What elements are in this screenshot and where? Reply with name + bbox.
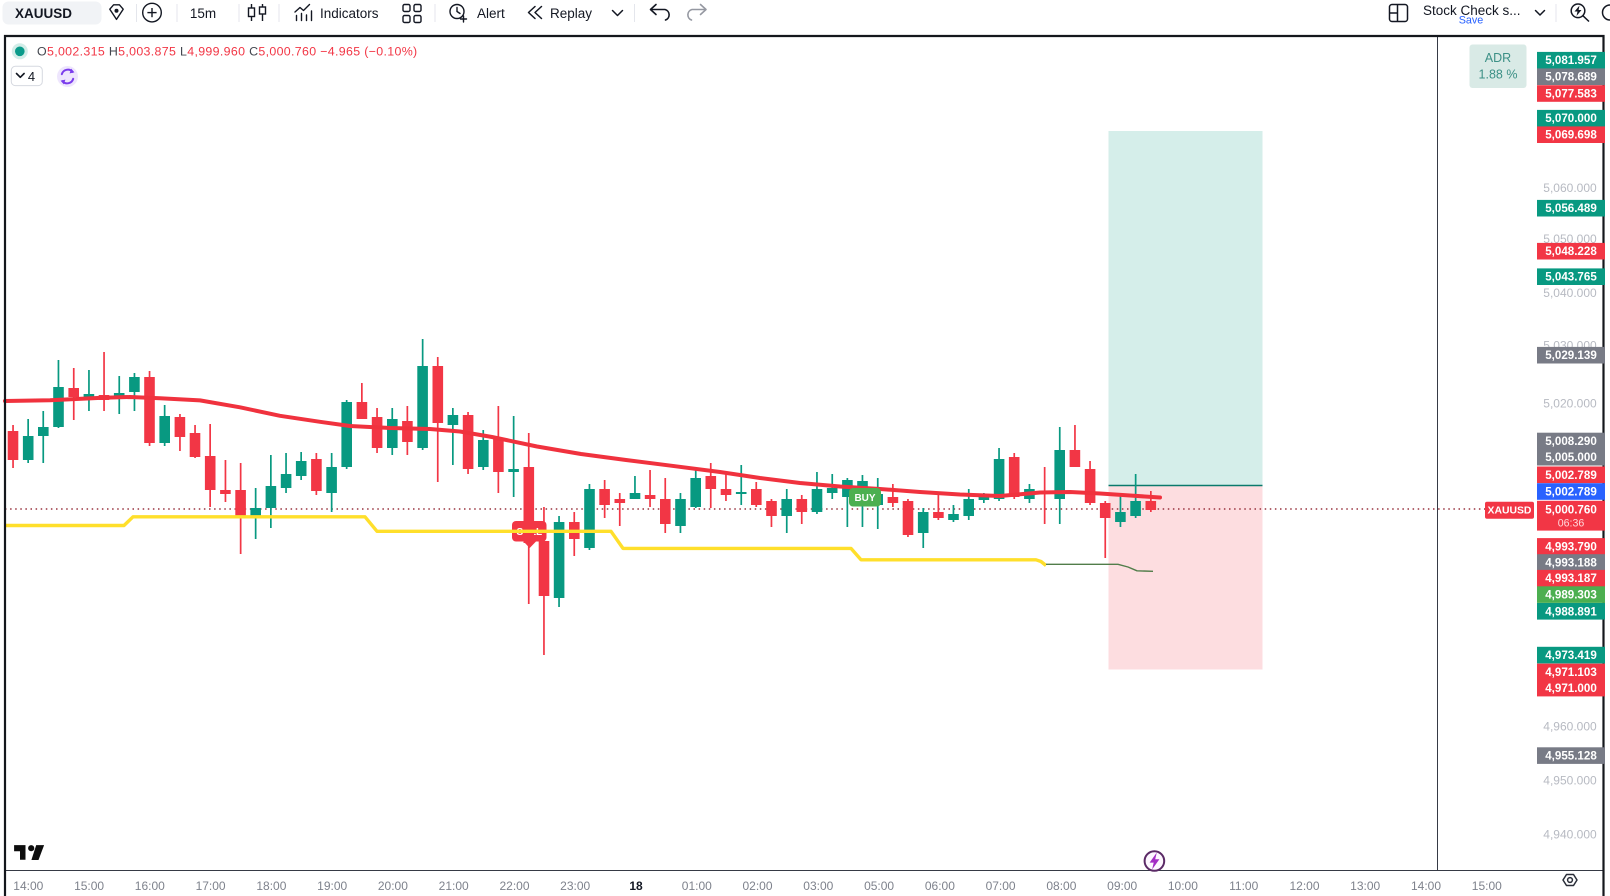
svg-text:5,029.139: 5,029.139 <box>1545 349 1597 362</box>
svg-text:01:00: 01:00 <box>682 879 712 893</box>
svg-text:23:00: 23:00 <box>560 879 590 893</box>
svg-text:Indicators: Indicators <box>320 6 379 21</box>
svg-text:5,081.957: 5,081.957 <box>1545 54 1597 67</box>
svg-text:5,000.760: 5,000.760 <box>1545 504 1597 517</box>
svg-text:4,971.103: 4,971.103 <box>1545 666 1597 679</box>
svg-text:17:00: 17:00 <box>196 879 226 893</box>
svg-text:Stock Check s...: Stock Check s... <box>1423 3 1521 18</box>
svg-text:XAUUSD: XAUUSD <box>15 6 72 21</box>
svg-text:02:00: 02:00 <box>742 879 772 893</box>
svg-text:16:00: 16:00 <box>135 879 165 893</box>
svg-text:4,955.128: 4,955.128 <box>1545 750 1597 763</box>
svg-text:03:00: 03:00 <box>803 879 833 893</box>
svg-text:5,060.000: 5,060.000 <box>1543 181 1597 195</box>
svg-text:4,993.188: 4,993.188 <box>1545 557 1597 570</box>
svg-text:5,077.583: 5,077.583 <box>1545 88 1597 101</box>
svg-text:4,971.000: 4,971.000 <box>1545 682 1597 695</box>
svg-text:5,050.000: 5,050.000 <box>1543 232 1597 246</box>
svg-text:4,988.891: 4,988.891 <box>1545 605 1597 618</box>
svg-text:11:00: 11:00 <box>1229 879 1258 893</box>
svg-text:15:00: 15:00 <box>74 879 104 893</box>
svg-text:08:00: 08:00 <box>1046 879 1076 893</box>
svg-text:22:00: 22:00 <box>499 879 529 893</box>
svg-text:O5,002.315 H5,003.875 L4,999.9: O5,002.315 H5,003.875 L4,999.960 C5,000.… <box>37 45 418 59</box>
svg-text:14:00: 14:00 <box>13 879 43 893</box>
svg-text:10:00: 10:00 <box>1168 879 1198 893</box>
svg-text:5,005.000: 5,005.000 <box>1545 451 1597 464</box>
svg-text:4,950.000: 4,950.000 <box>1543 774 1597 788</box>
svg-text:XAUUSD: XAUUSD <box>1488 505 1532 516</box>
svg-text:5,043.765: 5,043.765 <box>1545 271 1597 284</box>
svg-text:5,078.689: 5,078.689 <box>1545 71 1597 84</box>
svg-text:4,989.303: 4,989.303 <box>1545 589 1597 602</box>
svg-text:5,069.698: 5,069.698 <box>1545 129 1597 142</box>
svg-text:Save: Save <box>1459 14 1484 26</box>
svg-text:Alert: Alert <box>477 6 505 21</box>
svg-text:5,020.000: 5,020.000 <box>1543 397 1597 411</box>
svg-text:Replay: Replay <box>550 6 592 21</box>
svg-text:4,993.790: 4,993.790 <box>1545 540 1597 553</box>
svg-text:06:00: 06:00 <box>925 879 955 893</box>
svg-text:5,070.000: 5,070.000 <box>1545 112 1597 125</box>
svg-text:5,048.228: 5,048.228 <box>1545 245 1597 258</box>
svg-text:15:00: 15:00 <box>1472 879 1502 893</box>
svg-text:BUY: BUY <box>854 493 875 504</box>
svg-text:4,960.000: 4,960.000 <box>1543 720 1597 734</box>
svg-text:5,056.489: 5,056.489 <box>1545 202 1597 215</box>
svg-text:5,002.789: 5,002.789 <box>1545 486 1597 499</box>
svg-text:19:00: 19:00 <box>317 879 347 893</box>
svg-text:05:00: 05:00 <box>864 879 894 893</box>
svg-text:5,002.789: 5,002.789 <box>1545 469 1597 482</box>
svg-text:4: 4 <box>28 69 35 84</box>
svg-text:13:00: 13:00 <box>1350 879 1380 893</box>
svg-text:5,040.000: 5,040.000 <box>1543 286 1597 300</box>
svg-text:12:00: 12:00 <box>1289 879 1319 893</box>
svg-text:06:36: 06:36 <box>1558 518 1585 530</box>
svg-text:5,008.290: 5,008.290 <box>1545 435 1597 448</box>
svg-text:18: 18 <box>629 879 643 893</box>
svg-text:ADR: ADR <box>1485 51 1511 65</box>
svg-text:15m: 15m <box>190 6 216 21</box>
svg-text:4,973.419: 4,973.419 <box>1545 649 1597 662</box>
svg-text:18:00: 18:00 <box>256 879 286 893</box>
svg-text:4,993.187: 4,993.187 <box>1545 572 1597 585</box>
svg-text:21:00: 21:00 <box>439 879 469 893</box>
svg-text:20:00: 20:00 <box>378 879 408 893</box>
svg-text:07:00: 07:00 <box>986 879 1016 893</box>
svg-text:14:00: 14:00 <box>1411 879 1441 893</box>
svg-text:1.88 %: 1.88 % <box>1479 68 1518 82</box>
svg-text:09:00: 09:00 <box>1107 879 1137 893</box>
svg-text:4,940.000: 4,940.000 <box>1543 828 1597 842</box>
